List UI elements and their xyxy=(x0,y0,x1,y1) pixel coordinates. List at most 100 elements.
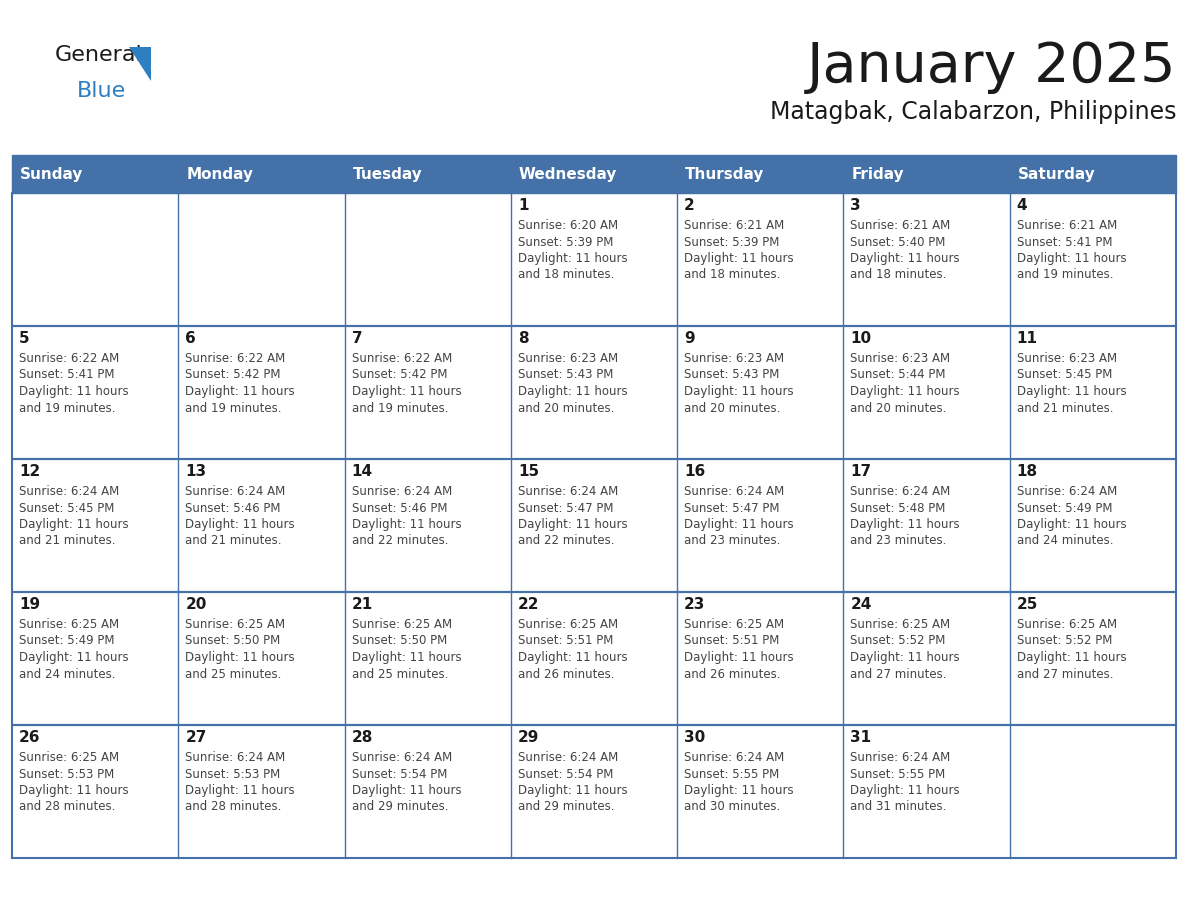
Bar xyxy=(345,326,511,459)
Text: Sunrise: 6:24 AM: Sunrise: 6:24 AM xyxy=(518,485,618,498)
Text: Sunset: 5:55 PM: Sunset: 5:55 PM xyxy=(851,767,946,780)
Bar xyxy=(345,592,511,725)
Text: Daylight: 11 hours: Daylight: 11 hours xyxy=(352,385,461,398)
Text: Sunset: 5:39 PM: Sunset: 5:39 PM xyxy=(684,236,779,249)
Text: Daylight: 11 hours: Daylight: 11 hours xyxy=(185,784,295,797)
Text: Daylight: 11 hours: Daylight: 11 hours xyxy=(518,784,627,797)
Text: and 18 minutes.: and 18 minutes. xyxy=(518,268,614,282)
Bar xyxy=(12,326,178,459)
Text: Daylight: 11 hours: Daylight: 11 hours xyxy=(851,651,960,664)
Text: 5: 5 xyxy=(19,331,30,346)
Text: and 22 minutes.: and 22 minutes. xyxy=(518,534,614,547)
Text: Matagbak, Calabarzon, Philippines: Matagbak, Calabarzon, Philippines xyxy=(770,100,1176,124)
Text: 8: 8 xyxy=(518,331,529,346)
Text: 18: 18 xyxy=(1017,464,1038,479)
Text: Sunset: 5:46 PM: Sunset: 5:46 PM xyxy=(352,501,447,514)
Text: Sunset: 5:49 PM: Sunset: 5:49 PM xyxy=(19,634,114,647)
Text: and 28 minutes.: and 28 minutes. xyxy=(19,800,115,813)
Text: Sunset: 5:48 PM: Sunset: 5:48 PM xyxy=(851,501,946,514)
Text: 12: 12 xyxy=(19,464,40,479)
Text: and 21 minutes.: and 21 minutes. xyxy=(185,534,282,547)
Text: and 29 minutes.: and 29 minutes. xyxy=(352,800,448,813)
Text: Wednesday: Wednesday xyxy=(519,166,618,182)
Text: and 20 minutes.: and 20 minutes. xyxy=(684,401,781,415)
Text: Daylight: 11 hours: Daylight: 11 hours xyxy=(352,651,461,664)
Bar xyxy=(677,592,843,725)
Text: Daylight: 11 hours: Daylight: 11 hours xyxy=(19,784,128,797)
Text: Sunrise: 6:24 AM: Sunrise: 6:24 AM xyxy=(684,485,784,498)
Text: Sunrise: 6:24 AM: Sunrise: 6:24 AM xyxy=(19,485,119,498)
Text: Sunrise: 6:23 AM: Sunrise: 6:23 AM xyxy=(851,352,950,365)
Text: Daylight: 11 hours: Daylight: 11 hours xyxy=(518,651,627,664)
Text: Sunset: 5:55 PM: Sunset: 5:55 PM xyxy=(684,767,779,780)
Text: and 26 minutes.: and 26 minutes. xyxy=(684,667,781,680)
Text: 28: 28 xyxy=(352,730,373,745)
Text: Thursday: Thursday xyxy=(685,166,765,182)
Text: Daylight: 11 hours: Daylight: 11 hours xyxy=(851,385,960,398)
Bar xyxy=(1010,193,1176,326)
Text: Daylight: 11 hours: Daylight: 11 hours xyxy=(518,252,627,265)
Text: Sunrise: 6:25 AM: Sunrise: 6:25 AM xyxy=(851,618,950,631)
Bar xyxy=(511,326,677,459)
Text: Daylight: 11 hours: Daylight: 11 hours xyxy=(185,518,295,531)
Bar xyxy=(12,725,178,858)
Text: Sunrise: 6:21 AM: Sunrise: 6:21 AM xyxy=(684,219,784,232)
Bar xyxy=(843,725,1010,858)
Text: Sunrise: 6:24 AM: Sunrise: 6:24 AM xyxy=(851,485,950,498)
Text: and 27 minutes.: and 27 minutes. xyxy=(1017,667,1113,680)
Text: Sunrise: 6:25 AM: Sunrise: 6:25 AM xyxy=(352,618,451,631)
Text: 16: 16 xyxy=(684,464,706,479)
Text: and 20 minutes.: and 20 minutes. xyxy=(851,401,947,415)
Text: and 19 minutes.: and 19 minutes. xyxy=(1017,268,1113,282)
Text: Sunrise: 6:23 AM: Sunrise: 6:23 AM xyxy=(518,352,618,365)
Text: 7: 7 xyxy=(352,331,362,346)
Text: Sunset: 5:45 PM: Sunset: 5:45 PM xyxy=(19,501,114,514)
Text: Sunday: Sunday xyxy=(20,166,83,182)
Bar xyxy=(1010,459,1176,592)
Text: and 19 minutes.: and 19 minutes. xyxy=(185,401,282,415)
Text: 31: 31 xyxy=(851,730,872,745)
Text: and 24 minutes.: and 24 minutes. xyxy=(1017,534,1113,547)
Text: Daylight: 11 hours: Daylight: 11 hours xyxy=(518,518,627,531)
Text: 27: 27 xyxy=(185,730,207,745)
Text: Monday: Monday xyxy=(187,166,253,182)
Text: Sunrise: 6:24 AM: Sunrise: 6:24 AM xyxy=(352,751,451,764)
Text: Sunrise: 6:22 AM: Sunrise: 6:22 AM xyxy=(19,352,119,365)
Text: Sunset: 5:54 PM: Sunset: 5:54 PM xyxy=(352,767,447,780)
Text: 21: 21 xyxy=(352,597,373,612)
Text: and 20 minutes.: and 20 minutes. xyxy=(518,401,614,415)
Text: Daylight: 11 hours: Daylight: 11 hours xyxy=(851,518,960,531)
Text: Sunset: 5:50 PM: Sunset: 5:50 PM xyxy=(352,634,447,647)
Text: Sunset: 5:42 PM: Sunset: 5:42 PM xyxy=(185,368,280,382)
Text: Sunrise: 6:25 AM: Sunrise: 6:25 AM xyxy=(19,751,119,764)
Text: Daylight: 11 hours: Daylight: 11 hours xyxy=(684,252,794,265)
Text: 13: 13 xyxy=(185,464,207,479)
Text: 10: 10 xyxy=(851,331,872,346)
Bar xyxy=(12,459,178,592)
Text: Sunrise: 6:25 AM: Sunrise: 6:25 AM xyxy=(518,618,618,631)
Text: Sunrise: 6:22 AM: Sunrise: 6:22 AM xyxy=(185,352,285,365)
Text: Daylight: 11 hours: Daylight: 11 hours xyxy=(19,518,128,531)
Text: Sunset: 5:51 PM: Sunset: 5:51 PM xyxy=(518,634,613,647)
Text: and 21 minutes.: and 21 minutes. xyxy=(1017,401,1113,415)
Bar xyxy=(345,459,511,592)
Text: Sunset: 5:47 PM: Sunset: 5:47 PM xyxy=(518,501,613,514)
Text: and 25 minutes.: and 25 minutes. xyxy=(352,667,448,680)
Text: Sunrise: 6:25 AM: Sunrise: 6:25 AM xyxy=(1017,618,1117,631)
Text: and 18 minutes.: and 18 minutes. xyxy=(684,268,781,282)
Text: Sunset: 5:52 PM: Sunset: 5:52 PM xyxy=(851,634,946,647)
Bar xyxy=(12,592,178,725)
Text: Sunset: 5:43 PM: Sunset: 5:43 PM xyxy=(518,368,613,382)
Text: Sunrise: 6:22 AM: Sunrise: 6:22 AM xyxy=(352,352,451,365)
Bar xyxy=(677,326,843,459)
Bar xyxy=(843,459,1010,592)
Text: 3: 3 xyxy=(851,198,861,213)
Text: Sunrise: 6:23 AM: Sunrise: 6:23 AM xyxy=(1017,352,1117,365)
Text: and 27 minutes.: and 27 minutes. xyxy=(851,667,947,680)
Text: Sunset: 5:46 PM: Sunset: 5:46 PM xyxy=(185,501,280,514)
Bar xyxy=(345,725,511,858)
Text: Daylight: 11 hours: Daylight: 11 hours xyxy=(352,518,461,531)
Text: Sunset: 5:40 PM: Sunset: 5:40 PM xyxy=(851,236,946,249)
Text: 17: 17 xyxy=(851,464,872,479)
Text: Sunset: 5:43 PM: Sunset: 5:43 PM xyxy=(684,368,779,382)
